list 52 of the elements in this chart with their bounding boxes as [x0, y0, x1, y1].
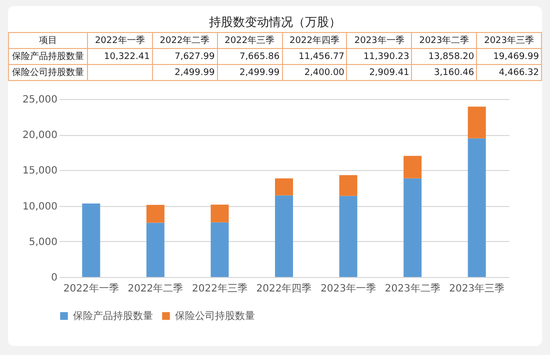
data-label: 2,499.99 [152, 64, 218, 80]
category-label: 2023年三季 [449, 284, 505, 294]
data-label: 10,322.41 [87, 48, 152, 64]
y-tick-label: 10,000 [22, 201, 58, 212]
data-label: 7,627.99 [152, 48, 218, 64]
bar [146, 222, 164, 277]
category-label: 2023年一季 [320, 284, 376, 294]
y-tick-label: 0 [51, 272, 58, 284]
bar [82, 204, 100, 277]
data-label: 7,665.86 [217, 48, 282, 64]
data-label: 3,160.46 [412, 64, 477, 80]
x-tick-label: 2023年一季 [346, 32, 412, 48]
text: 保险产品持股数量 [12, 52, 84, 62]
category-label: 2022年二季 [128, 284, 184, 294]
bar [404, 156, 422, 178]
category-label: 2022年三季 [192, 284, 248, 294]
legend-label: 保险公司持股数量 [175, 310, 255, 322]
bar [339, 175, 358, 196]
text: 保险公司持股数量 [12, 68, 84, 78]
bar [339, 196, 358, 277]
legend-label: 保险产品持股数量 [73, 310, 153, 322]
data-label: 2,499.99 [217, 64, 282, 80]
x-tick-label: 2022年四季 [282, 32, 347, 48]
category-label: 2022年一季 [63, 284, 119, 294]
data-label: 11,456.77 [282, 48, 347, 64]
bar [210, 204, 229, 222]
y-tick-label: 25,000 [22, 94, 58, 106]
chart-title: 持股数变动情况（万股） [208, 14, 342, 30]
bar [468, 138, 486, 277]
bar [275, 195, 293, 277]
y-tick-label: 15,000 [22, 166, 58, 177]
x-tick-label: 2022年三季 [217, 32, 282, 48]
x-tick-label: 2022年一季 [87, 32, 152, 48]
bar [146, 204, 164, 223]
data-label: 19,469.99 [476, 48, 542, 64]
data-label: 2,400.00 [282, 64, 347, 80]
data-label: 11,390.23 [346, 48, 412, 64]
y-tick-label: 20,000 [22, 130, 58, 142]
x-tick-label: 2023年三季 [476, 32, 542, 48]
text: 项目 [8, 32, 88, 48]
y-tick-label: 5,000 [28, 236, 58, 248]
data-label: 13,858.20 [412, 48, 477, 64]
x-tick-label: 2022年二季 [152, 32, 218, 48]
bar [468, 106, 486, 138]
bar [210, 222, 229, 277]
x-tick-label: 2023年二季 [412, 32, 477, 48]
category-label: 2022年四季 [256, 284, 312, 294]
data-label: 4,466.32 [476, 64, 542, 80]
data-label: 2,909.41 [346, 64, 412, 80]
bar [404, 178, 422, 277]
bar [275, 178, 293, 196]
category-label: 2023年二季 [384, 284, 440, 294]
